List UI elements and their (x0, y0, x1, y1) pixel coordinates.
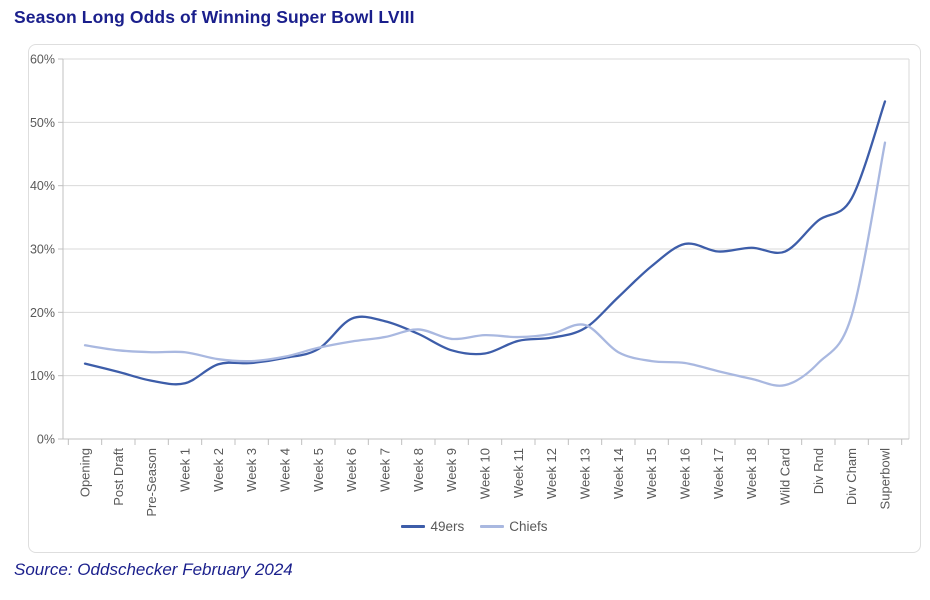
y-tick-label: 40% (30, 179, 55, 193)
x-tick-label: Post Draft (111, 448, 126, 506)
x-tick-label: Div Rnd (811, 448, 826, 494)
legend-item-49ers: 49ers (401, 519, 464, 534)
x-tick-label: Week 1 (178, 448, 193, 492)
x-tick-label: Week 3 (244, 448, 259, 492)
y-tick-label: 50% (30, 116, 55, 130)
x-tick-label: Week 17 (711, 448, 726, 499)
legend-item-chiefs: Chiefs (480, 518, 548, 534)
x-tick-label: Week 10 (478, 448, 493, 499)
x-tick-label: Pre-Season (144, 448, 159, 517)
legend-swatch-chiefs (480, 524, 505, 528)
x-tick-label: Week 14 (611, 448, 626, 499)
x-tick-label: Opening (78, 448, 93, 497)
series-line-49ers (83, 100, 887, 386)
x-tick-label: Div Cham (844, 448, 859, 505)
x-tick-label: Week 9 (444, 448, 459, 492)
x-tick-label: Superbowl (878, 448, 893, 510)
legend-label-49ers: 49ers (430, 518, 465, 534)
y-tick-label: 20% (30, 306, 55, 320)
x-tick-label: Week 2 (211, 448, 226, 492)
x-tick-label: Wild Card (778, 448, 793, 505)
x-tick-label: Week 8 (411, 448, 426, 492)
legend-label-chiefs: Chiefs (509, 518, 548, 534)
x-tick-label: Week 11 (511, 448, 526, 498)
y-tick-label: 30% (30, 243, 55, 257)
x-tick-label: Week 12 (544, 448, 559, 499)
x-tick-label: Week 6 (344, 448, 359, 492)
x-tick-label: Week 5 (311, 448, 326, 492)
x-tick-label: Week 4 (278, 448, 293, 492)
x-tick-label: Week 18 (744, 448, 759, 499)
chart-card: 0% 10% 20% 30% 40% 50% 60% Opening Post Draft Pre… (28, 44, 921, 553)
x-tick-label: Week 16 (678, 448, 693, 499)
y-tick-label: 10% (30, 369, 55, 383)
odds-line-chart: 0% 10% 20% 30% 40% 50% 60% Opening Post Draft Pre… (30, 53, 910, 517)
y-tick-label: 60% (30, 53, 55, 67)
legend-swatch-49ers (401, 524, 426, 528)
x-tick-label: Week 13 (578, 448, 593, 499)
chart-legend: 49ers Chiefs (29, 516, 920, 536)
series-line-chiefs (83, 141, 887, 387)
source-note: Source: Oddschecker February 2024 (14, 560, 293, 579)
x-tick-label: Week 15 (644, 448, 659, 499)
x-tick-label: Week 7 (378, 448, 393, 492)
y-tick-label: 0% (37, 433, 55, 447)
page-title: Season Long Odds of Winning Super Bowl L… (14, 7, 415, 27)
